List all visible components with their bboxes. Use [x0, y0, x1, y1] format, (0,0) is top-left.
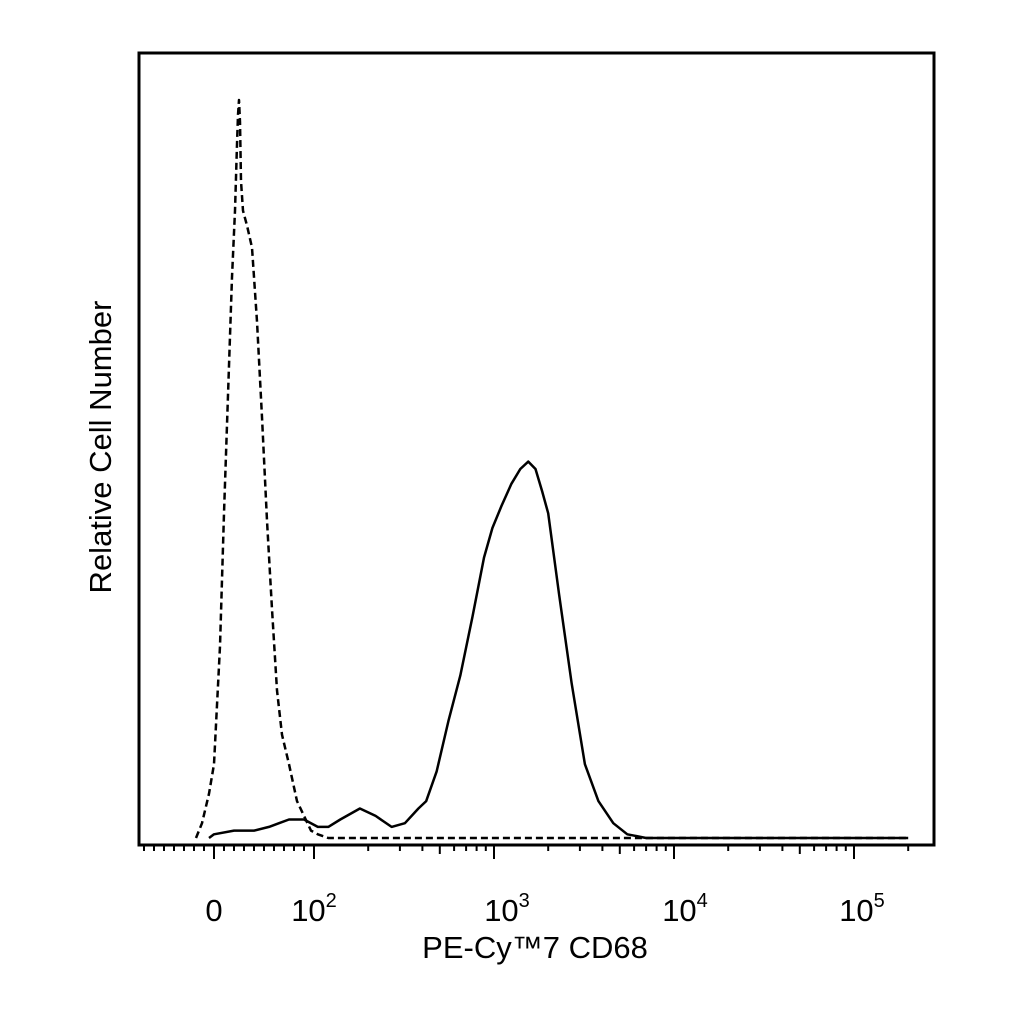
plot-area-frame [137, 51, 936, 847]
x-tick-label-10e3: 103 [484, 890, 530, 928]
x-tick-label-0: 0 [205, 893, 223, 928]
series-dashed-line [194, 98, 909, 840]
series-solid-line [208, 460, 909, 840]
x-tick-label-10e4: 104 [662, 890, 708, 928]
y-axis-label: Relative Cell Number [83, 300, 118, 594]
x-tick-label-10e5: 105 [839, 890, 885, 928]
x-axis-ticks [143, 845, 910, 859]
histogram-series [194, 98, 909, 840]
x-axis-label: PE-Cy™7 CD68 [422, 930, 648, 965]
x-tick-label-10e2: 102 [291, 890, 337, 928]
